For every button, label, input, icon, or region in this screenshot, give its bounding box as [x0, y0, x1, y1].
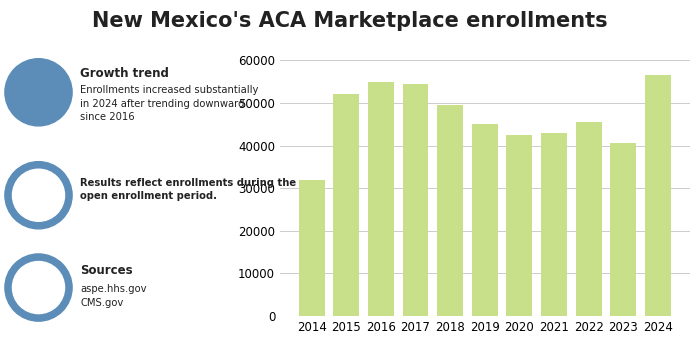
Bar: [402, 84, 428, 316]
Text: Sources: Sources: [80, 264, 133, 278]
Text: Results reflect enrollments during the
open enrollment period.: Results reflect enrollments during the o…: [80, 178, 297, 201]
Bar: [299, 180, 325, 316]
Bar: [610, 143, 636, 316]
Bar: [333, 94, 359, 316]
Bar: [472, 124, 498, 316]
Bar: [645, 75, 671, 316]
Text: health
insurance
.org™: health insurance .org™: [13, 305, 60, 335]
Bar: [541, 133, 567, 316]
Bar: [506, 135, 533, 316]
Text: Enrollments increased substantially
in 2024 after trending downward
since 2016: Enrollments increased substantially in 2…: [80, 85, 259, 122]
Text: aspe.hhs.gov
CMS.gov: aspe.hhs.gov CMS.gov: [80, 284, 147, 308]
Text: Growth trend: Growth trend: [80, 67, 169, 81]
Text: New Mexico's ACA Marketplace enrollments: New Mexico's ACA Marketplace enrollments: [92, 11, 608, 31]
Bar: [575, 122, 601, 316]
Bar: [368, 82, 394, 316]
Bar: [437, 105, 463, 316]
